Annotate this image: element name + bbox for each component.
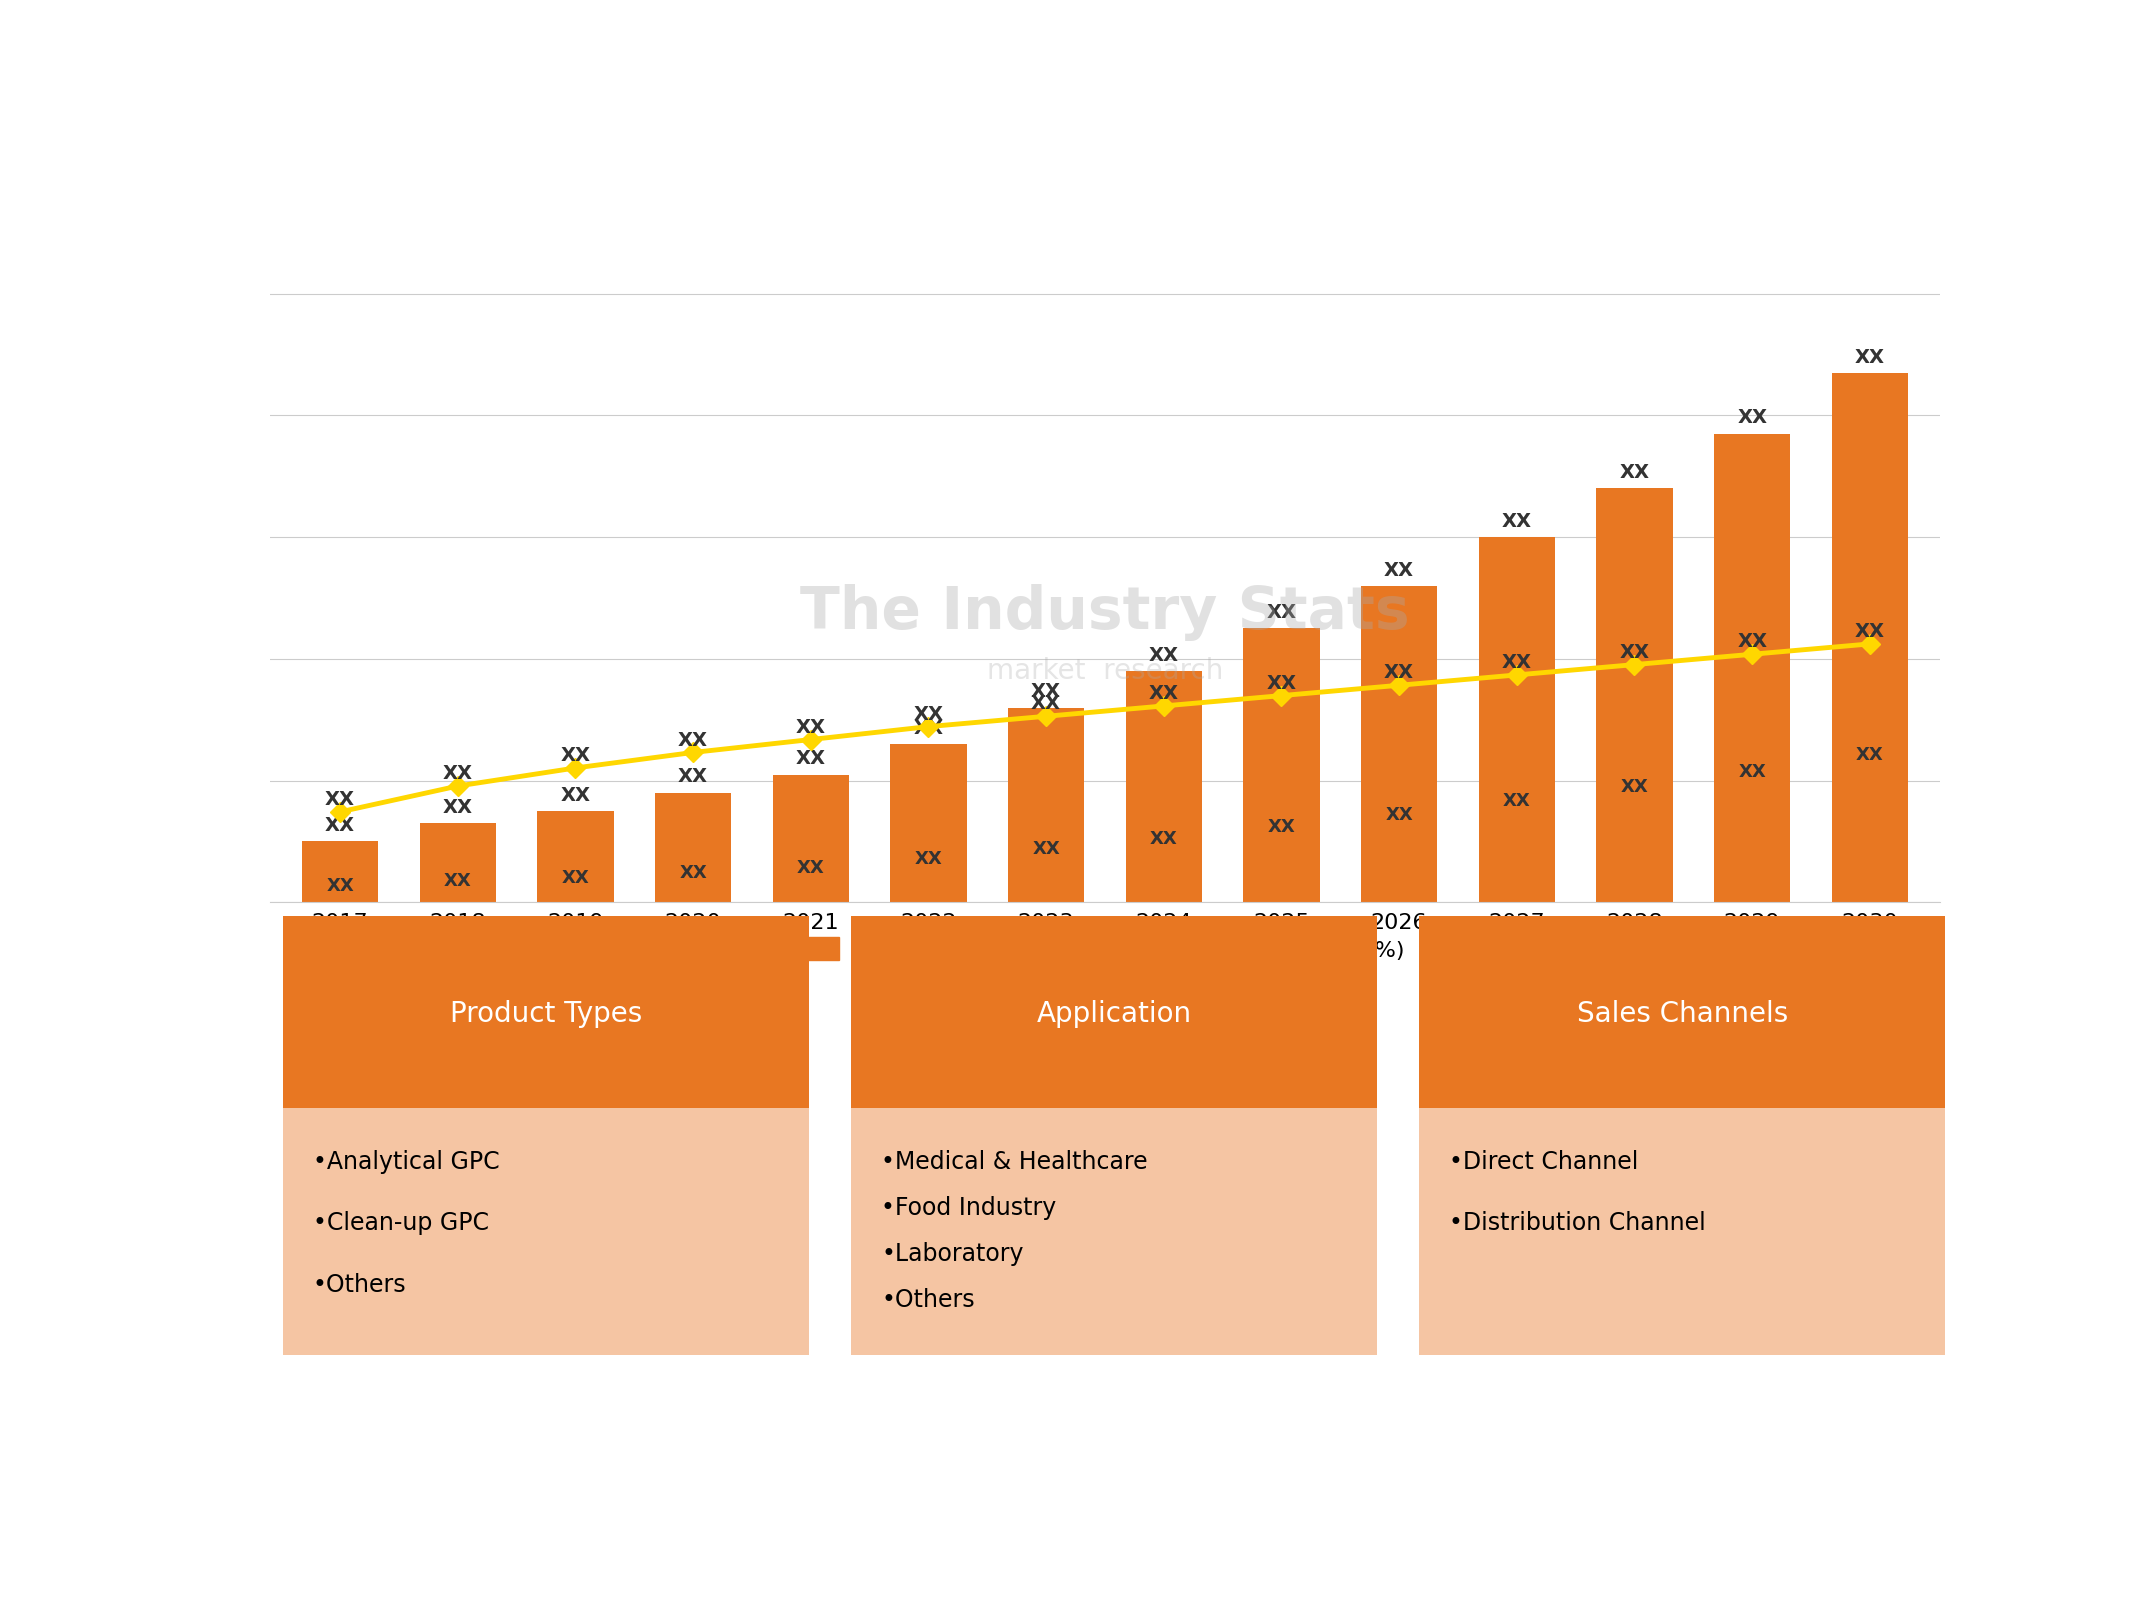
Text: XX: XX [914,849,942,867]
Bar [1479,538,1554,902]
Text: •Clean-up GPC: •Clean-up GPC [313,1210,489,1234]
Text: XX: XX [561,746,591,764]
Text: Application: Application [1037,1000,1192,1027]
Text: XX: XX [1738,762,1766,780]
Bar [302,843,377,902]
Text: XX: XX [442,798,472,817]
Text: •Distribution Channel: •Distribution Channel [1449,1210,1705,1234]
Text: •Food Industry: •Food Industry [882,1196,1056,1220]
Text: XX: XX [1266,674,1296,692]
Text: XX: XX [1268,817,1296,835]
Bar [1007,708,1084,902]
Text: XX: XX [1149,830,1177,847]
Text: XX: XX [679,730,707,750]
Text: market  research: market research [987,656,1222,684]
FancyBboxPatch shape [282,1107,808,1355]
Bar [1833,374,1908,902]
Bar [1714,435,1789,902]
Text: XX: XX [914,719,944,737]
Text: XX: XX [1266,603,1296,621]
Text: XX: XX [326,876,354,894]
FancyBboxPatch shape [852,1107,1378,1355]
Bar [420,823,496,902]
Bar [537,812,614,902]
Bar [1244,629,1319,902]
Bar [1595,490,1673,902]
Text: XX: XX [796,717,826,737]
FancyBboxPatch shape [1419,1107,1945,1355]
Text: Sales Channels: Sales Channels [1576,1000,1787,1027]
Text: XX: XX [1738,408,1768,427]
Text: XX: XX [1854,621,1884,640]
Text: XX: XX [326,815,356,835]
Text: XX: XX [1033,839,1061,857]
Text: XX: XX [1619,462,1649,481]
Bar [655,793,731,902]
Text: XX: XX [1503,653,1531,671]
Text: •Others: •Others [882,1287,975,1311]
FancyBboxPatch shape [282,916,808,1111]
Text: XX: XX [679,863,707,881]
Text: XX: XX [1619,642,1649,661]
Text: XX: XX [1854,347,1884,366]
Text: XX: XX [444,872,472,889]
FancyBboxPatch shape [1419,916,1945,1111]
Legend: Revenue (Million $), Y-oY Growth Rate (%): Revenue (Million $), Y-oY Growth Rate (%… [796,928,1414,969]
Bar [1125,671,1203,902]
Text: •Others: •Others [313,1273,407,1295]
Text: Email: sales@theindustrystats.com: Email: sales@theindustrystats.com [906,1387,1289,1406]
Text: XX: XX [796,750,826,767]
Text: Website: www.theindustrystats.com: Website: www.theindustrystats.com [1440,1387,1839,1406]
Text: XX: XX [561,868,589,886]
Text: XX: XX [1856,746,1884,764]
Text: XX: XX [914,705,944,724]
Text: XX: XX [1031,693,1061,713]
Text: XX: XX [1738,632,1768,652]
Text: •Medical & Healthcare: •Medical & Healthcare [882,1149,1147,1173]
Text: Fig. Global Gel Permeation Chromatography Equipment Market Status and Outlook: Fig. Global Gel Permeation Chromatograph… [295,210,1723,239]
Text: XX: XX [1384,560,1414,579]
Text: •Laboratory: •Laboratory [882,1241,1024,1265]
Text: The Industry Stats: The Industry Stats [800,584,1410,640]
Text: XX: XX [561,785,591,804]
Text: XX: XX [1384,663,1414,682]
Text: Source: Theindustrystats Analysis: Source: Theindustrystats Analysis [287,1387,662,1406]
Bar [890,745,966,902]
Text: XX: XX [1503,512,1531,531]
Text: XX: XX [1149,684,1179,703]
Text: XX: XX [1031,682,1061,701]
Text: XX: XX [1149,645,1179,664]
Text: XX: XX [1503,791,1531,809]
Text: •Analytical GPC: •Analytical GPC [313,1149,500,1173]
Bar [1360,586,1438,902]
Text: XX: XX [326,790,356,809]
Text: •Direct Channel: •Direct Channel [1449,1149,1639,1173]
Text: XX: XX [679,767,707,786]
Text: XX: XX [442,764,472,783]
Text: XX: XX [798,859,824,876]
Text: XX: XX [1621,778,1649,796]
Bar [772,775,849,902]
Text: Product Types: Product Types [451,1000,642,1027]
Text: XX: XX [1386,806,1412,823]
FancyBboxPatch shape [852,916,1378,1111]
